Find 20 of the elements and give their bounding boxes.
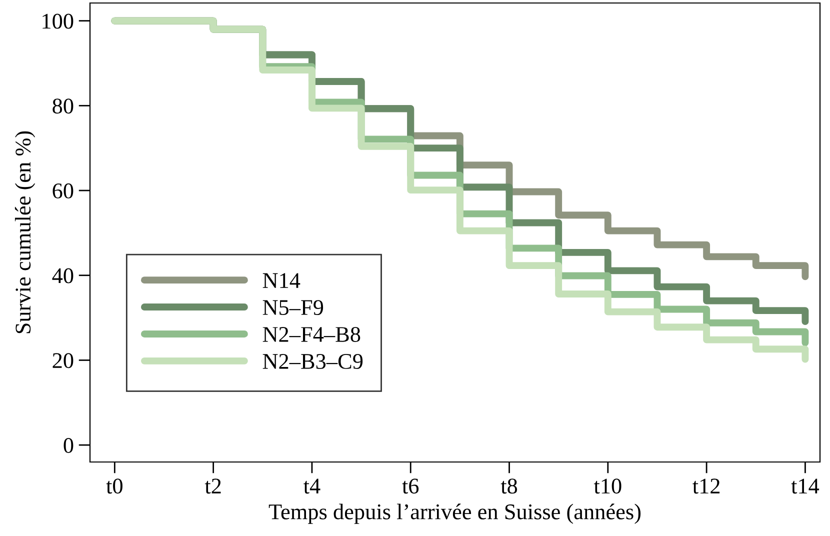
y-tick-label: 40 bbox=[52, 268, 74, 284]
legend-label: N2–F4–B8 bbox=[262, 326, 360, 342]
y-tick-label: 0 bbox=[64, 438, 74, 453]
y-tick-label: 60 bbox=[52, 183, 74, 198]
x-tick-label: t10 bbox=[594, 478, 622, 494]
y-tick-label: 20 bbox=[52, 353, 74, 368]
x-tick-label: t8 bbox=[500, 478, 518, 494]
x-tick-label: t4 bbox=[304, 478, 320, 494]
x-tick-label: t0 bbox=[106, 478, 122, 494]
legend-label: N14 bbox=[262, 273, 300, 288]
x-tick-label: t12 bbox=[692, 478, 720, 494]
x-tick-label: t6 bbox=[402, 478, 419, 494]
y-tick-label: 100 bbox=[42, 14, 74, 29]
legend-label: N5–F9 bbox=[262, 300, 324, 316]
x-axis-title: Temps depuis l’arrivée en Suisse (années) bbox=[268, 504, 641, 524]
legend-label: N2–B3–C9 bbox=[262, 354, 363, 369]
x-tick-label: t14 bbox=[791, 478, 820, 494]
y-axis-title: Survie cumulée (en %) bbox=[14, 131, 36, 334]
x-tick-label: t2 bbox=[204, 478, 221, 494]
y-tick-label: 80 bbox=[52, 98, 74, 114]
